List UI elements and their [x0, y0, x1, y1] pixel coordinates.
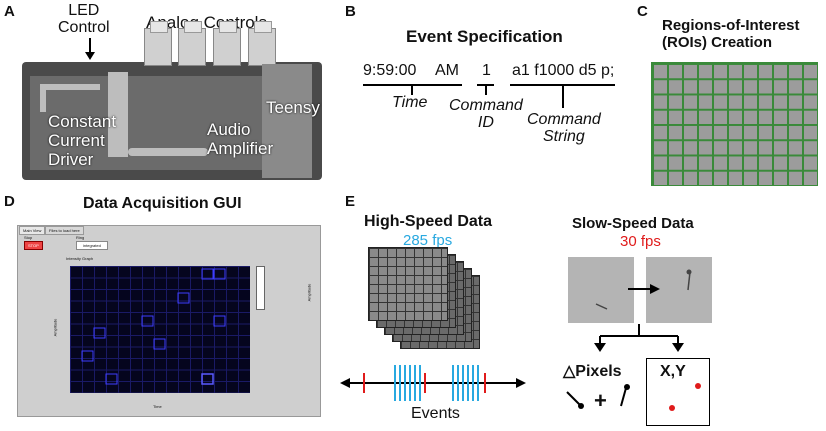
slow-speed-fps: 30 fps [620, 233, 661, 250]
plot-xlabel: Time [153, 404, 162, 409]
command-id-value: 1 [482, 62, 491, 79]
panel-d-letter: D [4, 193, 15, 210]
ring-select[interactable]: integrated [76, 241, 108, 250]
roi-title: Regions-of-Interest (ROIs) Creation [662, 17, 800, 51]
teensy-label: Teensy [266, 98, 320, 117]
stop-button[interactable]: STOP [24, 241, 43, 250]
intensity-roi-highlights [81, 268, 226, 385]
time-caption: Time [392, 94, 428, 111]
intensity-graph-label: Intensity Graph [66, 256, 94, 261]
xy-dot-1 [695, 383, 701, 389]
pcb-trace-3 [40, 84, 46, 112]
command-id-caption: Command ID [449, 97, 523, 131]
command-string-value: a1 f1000 d5 p; [512, 62, 615, 79]
xy-box [646, 358, 710, 426]
frame-stack-0 [368, 247, 448, 321]
event-spec-title: Event Specification [406, 27, 563, 46]
panel-b-letter: B [345, 3, 356, 20]
time-value: 9:59:00 [363, 62, 417, 79]
pcb-trace-2 [40, 84, 100, 90]
panel-e-letter: E [345, 193, 356, 210]
events-label: Events [411, 405, 460, 422]
plus-sign: + [594, 388, 607, 413]
gui-tab-files[interactable]: Files to load here [45, 226, 84, 235]
analog-knob-3 [213, 21, 241, 66]
panel-c-letter: C [637, 3, 648, 20]
high-speed-title: High-Speed Data [364, 213, 493, 230]
roi-grid-image [651, 62, 818, 186]
analog-knob-1 [144, 21, 172, 66]
analog-knob-2 [178, 21, 206, 66]
pcb-trace-4 [128, 148, 208, 156]
am-value: AM [435, 62, 459, 79]
pcb-trace-1 [108, 72, 128, 157]
led-arrow [85, 38, 95, 60]
gui-tab-main[interactable]: Main View [19, 226, 46, 235]
amplitude-scale [256, 266, 265, 310]
delta-pixels-label: △Pixels [563, 363, 622, 380]
intensity-plot [70, 266, 250, 393]
daq-gui-title: Data Acquisition GUI [83, 195, 242, 212]
constant-current-driver-label: Constant Current Driver [48, 112, 117, 169]
xy-label: X,Y [660, 363, 686, 380]
audio-amplifier-label: Audio Amplifier [207, 120, 274, 158]
panel-a-letter: A [4, 3, 15, 20]
ring-label: Ring [76, 235, 85, 240]
xy-dot-2 [669, 405, 675, 411]
high-speed-fps: 285 fps [403, 232, 453, 249]
command-string-caption: Command String [527, 111, 601, 145]
stop-label: Stop [24, 235, 33, 240]
led-control-label: LED Control [58, 2, 110, 36]
teensy-chip [262, 64, 312, 178]
slow-speed-title: Slow-Speed Data [572, 215, 694, 232]
analog-knob-4 [248, 21, 276, 66]
slow-frame-1 [568, 257, 634, 323]
